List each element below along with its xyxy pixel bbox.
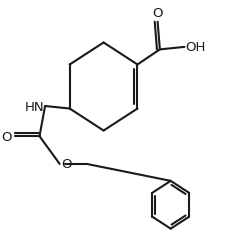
Text: O: O	[152, 7, 163, 20]
Text: OH: OH	[186, 41, 206, 54]
Text: O: O	[61, 158, 71, 171]
Text: O: O	[1, 130, 11, 143]
Text: HN: HN	[24, 100, 44, 113]
